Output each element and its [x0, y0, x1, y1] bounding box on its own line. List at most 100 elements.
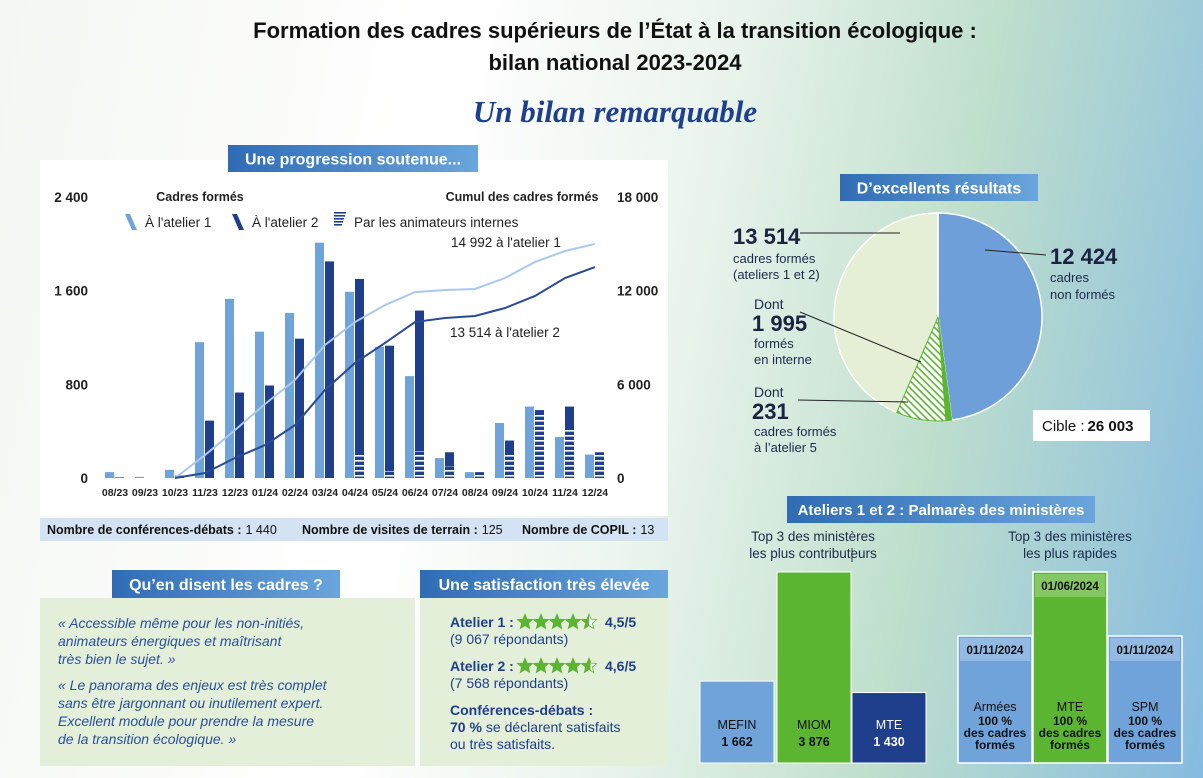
- podium-text: formés: [1050, 738, 1090, 752]
- internal-bar-part: [415, 451, 424, 478]
- stat: Nombre de COPIL : 13: [522, 523, 654, 537]
- rating-star: [580, 656, 598, 674]
- y2-tick-label: 18 000: [617, 190, 658, 205]
- bar-category: MEFIN: [718, 718, 757, 732]
- stat: Nombre de conférences-débats : 1 440: [47, 523, 277, 537]
- legend-label: À l'atelier 1: [145, 215, 211, 230]
- section-header: Ateliers 1 et 2 : Palmarès des ministère…: [798, 502, 1085, 519]
- line-label: 14 992 à l'atelier 1: [451, 235, 561, 250]
- quote-line: de la transition écologique. »: [58, 731, 236, 747]
- subset-label: à l’atelier 5: [754, 440, 817, 455]
- internal-bar-part: [565, 427, 574, 478]
- bar: [355, 278, 364, 478]
- leader-line: [984, 249, 1047, 256]
- bar: [415, 310, 424, 478]
- section-header: Une progression soutenue...: [245, 151, 461, 168]
- stat-value: 125: [482, 523, 503, 537]
- bar: [115, 477, 124, 478]
- subset-prefix: Dont: [754, 296, 784, 312]
- bar: [165, 469, 174, 478]
- line-label: 13 514 à l'atelier 2: [450, 325, 560, 340]
- quote-line: animateurs énergiques et maîtrisant: [58, 633, 282, 649]
- internal-bar-part: [445, 466, 454, 478]
- bar: [345, 291, 354, 478]
- section-header: Une satisfaction très élevée: [439, 577, 650, 594]
- conference-label: Conférences-débats :: [450, 702, 593, 718]
- rating-value: 4,5/5: [605, 614, 636, 630]
- bar: [195, 342, 204, 478]
- bar-category: MTE: [876, 718, 902, 732]
- quote-line: très bien le sujet. »: [58, 651, 176, 667]
- legend-swatch: [334, 212, 346, 214]
- rating-star: [516, 612, 534, 630]
- x-tick-label: 09/24: [492, 487, 518, 499]
- bar: [776, 571, 852, 764]
- internal-bar-part: [385, 470, 394, 478]
- x-tick-label: 11/23: [192, 487, 218, 499]
- rating-star: [564, 656, 582, 674]
- quote-line: sans être jargonnant ou inutilement expe…: [58, 695, 323, 711]
- podium-date: 01/11/2024: [1117, 645, 1175, 657]
- section-header-box: [787, 496, 1095, 523]
- bar: [555, 437, 564, 478]
- stat-value: 1 440: [246, 523, 277, 537]
- quotes-panel: [40, 598, 415, 766]
- subset-label: en interne: [754, 352, 812, 367]
- section-header-box: [840, 174, 1038, 201]
- bar: [295, 338, 304, 478]
- rating-value: 4,6/5: [605, 658, 636, 674]
- pie-value: 13 514: [733, 224, 801, 249]
- conference-line: 70 % se déclarent satisfaits: [450, 719, 621, 735]
- rating-star: [564, 612, 582, 630]
- x-tick-label: 03/24: [312, 487, 338, 499]
- y-tick-label: 2 400: [54, 190, 88, 205]
- podium-date: 01/06/2024: [1041, 581, 1099, 593]
- pie-value: 12 424: [1050, 244, 1118, 269]
- legend-swatch: [334, 215, 345, 217]
- bar: [205, 420, 214, 478]
- y2-tick-label: 6 000: [617, 377, 651, 392]
- bar: [325, 261, 334, 478]
- rating-star: [548, 612, 566, 630]
- podium-text: des cadres: [964, 726, 1027, 740]
- section-header: Qu’en disent les cadres ?: [129, 577, 323, 594]
- podium-name: MTE: [1057, 700, 1083, 714]
- subset-value: 231: [752, 399, 789, 424]
- rating-star: [532, 656, 550, 674]
- y2-tick-label: 12 000: [617, 284, 658, 299]
- title-line: Formation des cadres supérieurs de l’Éta…: [253, 18, 977, 43]
- pie-subset: [896, 316, 947, 422]
- stat: Nombre de visites de terrain : 125: [302, 523, 503, 537]
- internal-bar-part: [505, 454, 514, 478]
- podium-text: formés: [1125, 738, 1165, 752]
- bar: [699, 680, 775, 764]
- y-tick-label: 800: [65, 377, 88, 392]
- internal-bar-part: [595, 454, 604, 478]
- x-tick-label: 11/24: [552, 487, 578, 499]
- bar: [315, 242, 324, 478]
- rating-note: (9 067 répondants): [450, 631, 568, 647]
- x-tick-label: 06/24: [402, 487, 428, 499]
- x-tick-label: 02/24: [282, 487, 308, 499]
- rating-note: (7 568 répondants): [450, 675, 568, 691]
- podium-block: [957, 635, 1033, 764]
- podium-name: SPM: [1131, 700, 1158, 714]
- target: Cible :26 003: [1042, 418, 1133, 435]
- legend-swatch: [334, 224, 342, 226]
- x-tick-label: 09/23: [132, 487, 158, 499]
- bar: [445, 452, 454, 478]
- x-tick-label: 04/24: [342, 487, 368, 499]
- x-tick-label: 01/24: [252, 487, 278, 499]
- bar-category: MIOM: [797, 718, 831, 732]
- podium-title: les plus rapides: [1023, 546, 1117, 561]
- bar: [585, 454, 594, 478]
- subset-value: 1 995: [752, 311, 807, 336]
- bar: [375, 346, 384, 478]
- bar: [851, 692, 927, 764]
- stat-label: Nombre de COPIL :: [522, 523, 636, 537]
- title-line: bilan national 2023-2024: [488, 50, 742, 75]
- x-tick-label: 07/24: [432, 487, 458, 499]
- bar: [235, 392, 244, 478]
